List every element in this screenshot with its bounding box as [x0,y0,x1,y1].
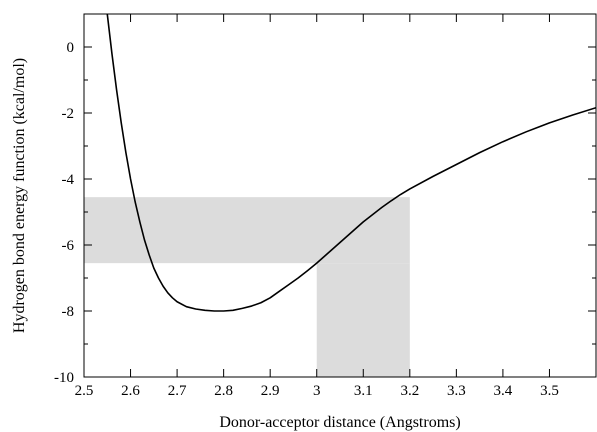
y-tick-label: -6 [62,238,75,254]
plot-frame [83,13,597,378]
y-tick-labels: -10 -8 -6 -4 -2 0 [54,40,74,386]
shaded-region-1 [316,263,410,377]
y-tick-label: -4 [62,172,75,188]
x-tick-label: 2.7 [168,383,187,399]
x-tick-label: 3.3 [447,383,466,399]
series-line-0 [106,14,596,312]
shaded-regions [84,197,410,377]
x-tick-label: 3 [313,383,321,399]
x-tick-label: 3.2 [400,383,419,399]
x-tick-label: 2.8 [214,383,233,399]
y-tick-label: 0 [67,40,75,56]
x-tick-label: 2.9 [261,383,280,399]
x-tick-label: 3.4 [494,383,513,399]
axis-ticks [83,14,596,378]
series-curves [106,14,596,312]
y-tick-label: -2 [62,106,75,122]
y-tick-label: -8 [62,304,75,320]
y-axis-label: Hydrogen bond energy function (kcal/mol) [11,58,28,333]
x-axis-label: Donor-acceptor distance (Angstroms) [219,414,460,431]
x-tick-labels: 2.5 2.6 2.7 2.8 2.9 3 3.1 3.2 3.3 3.4 3.5 [75,383,559,399]
y-tick-label: -10 [54,370,74,386]
x-tick-label: 3.5 [540,383,559,399]
shaded-region-0 [84,197,410,264]
x-tick-label: 2.5 [75,383,94,399]
x-tick-label: 3.1 [354,383,373,399]
x-tick-label: 2.6 [121,383,140,399]
